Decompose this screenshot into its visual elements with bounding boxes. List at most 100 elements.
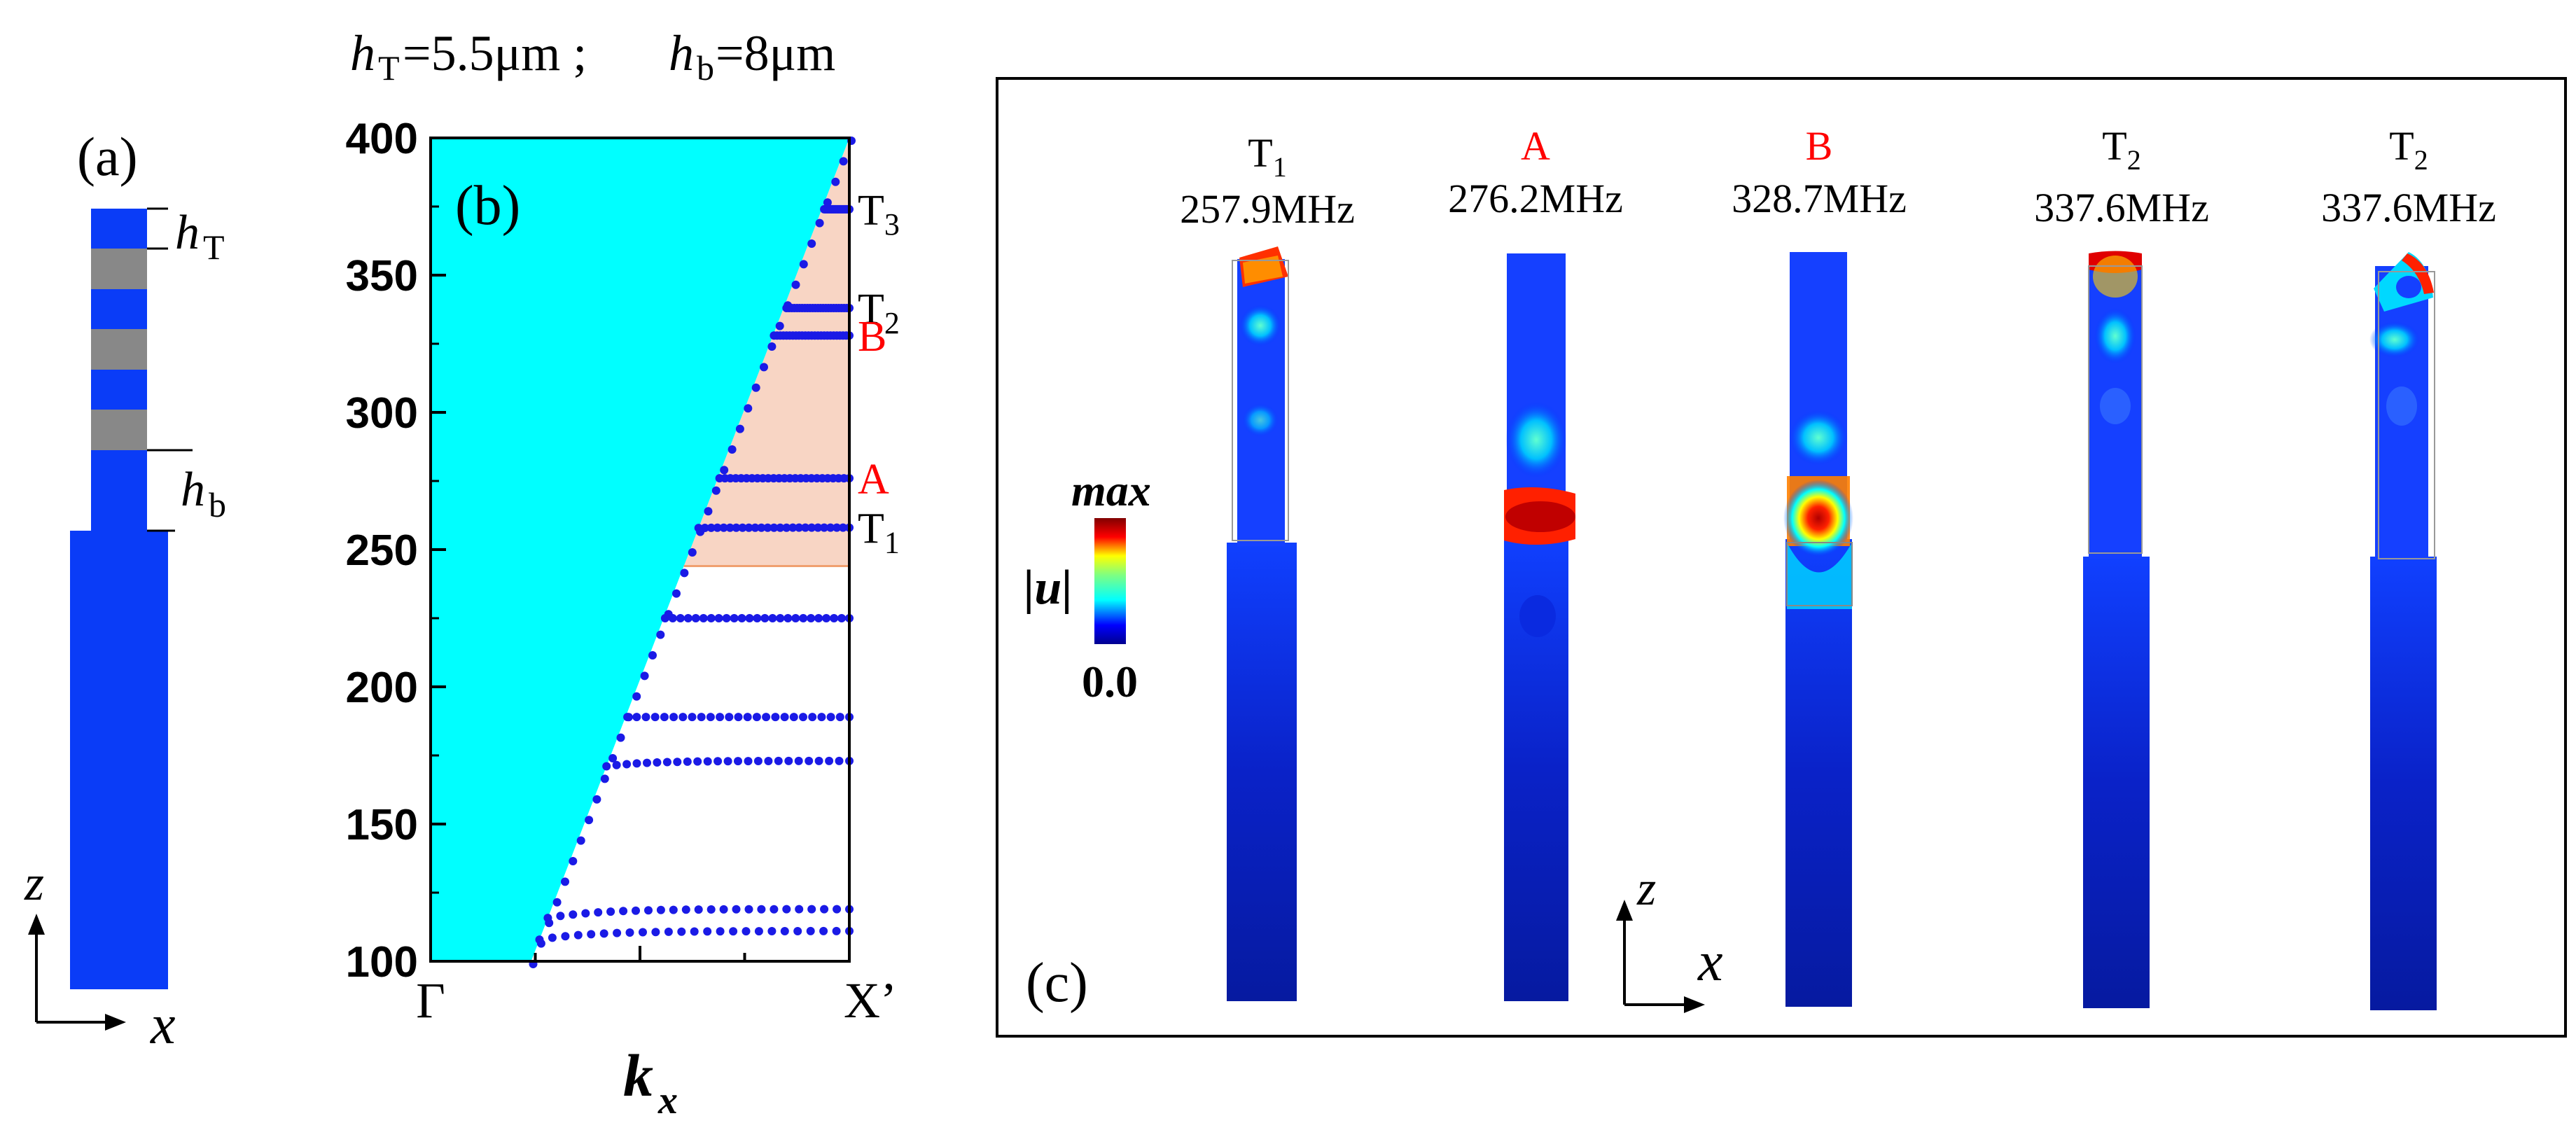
cone-edge-point <box>711 486 720 495</box>
cone-edge-point <box>831 177 840 186</box>
band-point <box>703 927 712 936</box>
colorbar-max: max <box>1071 466 1151 515</box>
band-point <box>644 906 653 915</box>
band-point <box>762 713 771 722</box>
mode-label-t1: T1 <box>858 505 900 560</box>
band-point <box>799 614 808 622</box>
panel-c-frame <box>996 77 2567 1038</box>
band-point <box>764 757 773 765</box>
band-point <box>807 905 816 914</box>
x-axis-ticks: Γ X’ <box>416 946 897 1028</box>
band-point <box>714 614 723 622</box>
panel-a-hb-symbol: h <box>181 463 205 517</box>
pillar-base <box>70 531 168 989</box>
band-point <box>771 713 780 722</box>
band-point <box>814 756 823 765</box>
panel-c-label: (c) <box>1026 952 1088 1014</box>
band-point <box>694 905 703 914</box>
cone-edge-point <box>760 363 768 372</box>
band-point <box>819 926 828 935</box>
band-point <box>780 927 789 935</box>
plot-frame <box>429 137 851 963</box>
mode-label-t2: T2 <box>858 286 900 340</box>
header-hb-symbol: h <box>669 25 694 81</box>
band-point <box>795 523 804 532</box>
band-series <box>529 137 856 968</box>
band-point <box>656 905 665 914</box>
band-point <box>641 713 650 722</box>
band-point <box>793 927 802 935</box>
x-axis-label: k x <box>623 1042 678 1122</box>
arrow-right-icon <box>1684 996 1705 1013</box>
band-point <box>835 756 844 765</box>
band-point <box>807 614 816 622</box>
band-point <box>688 713 697 722</box>
mode-shape-1 <box>1227 246 1297 1001</box>
band-point <box>760 614 770 622</box>
cone-edge-point <box>569 857 578 865</box>
band-point <box>697 713 706 722</box>
panel-a-axes: z x <box>24 855 176 1056</box>
band-point <box>653 758 662 767</box>
band-point <box>691 614 700 622</box>
pillar-structure <box>70 209 168 989</box>
mode-label-2: A 276.2MHz <box>1448 123 1623 221</box>
band-point <box>683 614 692 622</box>
band-point <box>632 759 641 768</box>
band-point <box>719 523 728 532</box>
band-point <box>837 614 846 622</box>
cone-edge-point <box>536 939 545 948</box>
band-point <box>730 614 739 622</box>
band-point <box>795 905 804 914</box>
band-point <box>753 757 763 765</box>
band-point <box>594 908 603 917</box>
band-point <box>808 713 817 722</box>
band-point <box>832 926 841 935</box>
band-point <box>632 906 640 915</box>
colorbar-quantity: |u| <box>1024 561 1073 615</box>
header-hT-value: =5.5μm ; <box>403 25 587 81</box>
cone-edge-point <box>767 342 777 351</box>
band-point <box>729 927 738 936</box>
mode-1-name: T1 <box>1248 130 1286 183</box>
band-point <box>683 757 692 766</box>
band-point <box>639 928 647 937</box>
mode-label-3: B 328.7MHz <box>1732 123 1907 221</box>
mode-2-freq: 276.2MHz <box>1448 176 1623 221</box>
band-point <box>744 523 753 532</box>
band-point <box>784 756 793 765</box>
header-hb-value: =8μm <box>716 25 835 81</box>
band-point <box>723 757 732 766</box>
band-point <box>767 927 777 935</box>
pillar-layer-grey-1 <box>91 249 147 289</box>
mode-5-freq: 337.6MHz <box>2321 185 2496 230</box>
cone-edge-point <box>664 610 673 619</box>
band-point <box>788 523 798 532</box>
band-point <box>732 905 741 914</box>
band-point <box>826 713 835 722</box>
band-point <box>830 614 839 622</box>
cone-edge-point <box>823 198 832 207</box>
band-point <box>801 523 810 532</box>
cone-edge-point <box>576 836 585 845</box>
band-point <box>833 905 842 914</box>
band-point <box>612 760 621 769</box>
header-hT-symbol: h <box>350 25 375 81</box>
band-point <box>713 757 723 766</box>
band-point <box>807 523 816 532</box>
band-point <box>643 758 651 767</box>
band-point <box>581 909 590 918</box>
pillar-layer-grey-2 <box>91 329 147 370</box>
cone-edge-point <box>727 445 737 454</box>
band-point <box>706 713 715 722</box>
band-point <box>561 932 570 941</box>
band-point <box>573 930 583 940</box>
y-tick-label: 350 <box>346 252 418 300</box>
band-point <box>713 523 722 532</box>
cone-edge-point <box>751 383 760 392</box>
y-tick-label: 400 <box>346 115 418 163</box>
mode-label-a: A <box>858 456 889 503</box>
mode-5-name: T2 <box>2389 123 2428 176</box>
mode-shape-2 <box>1504 253 1575 1001</box>
band-point <box>839 523 847 532</box>
